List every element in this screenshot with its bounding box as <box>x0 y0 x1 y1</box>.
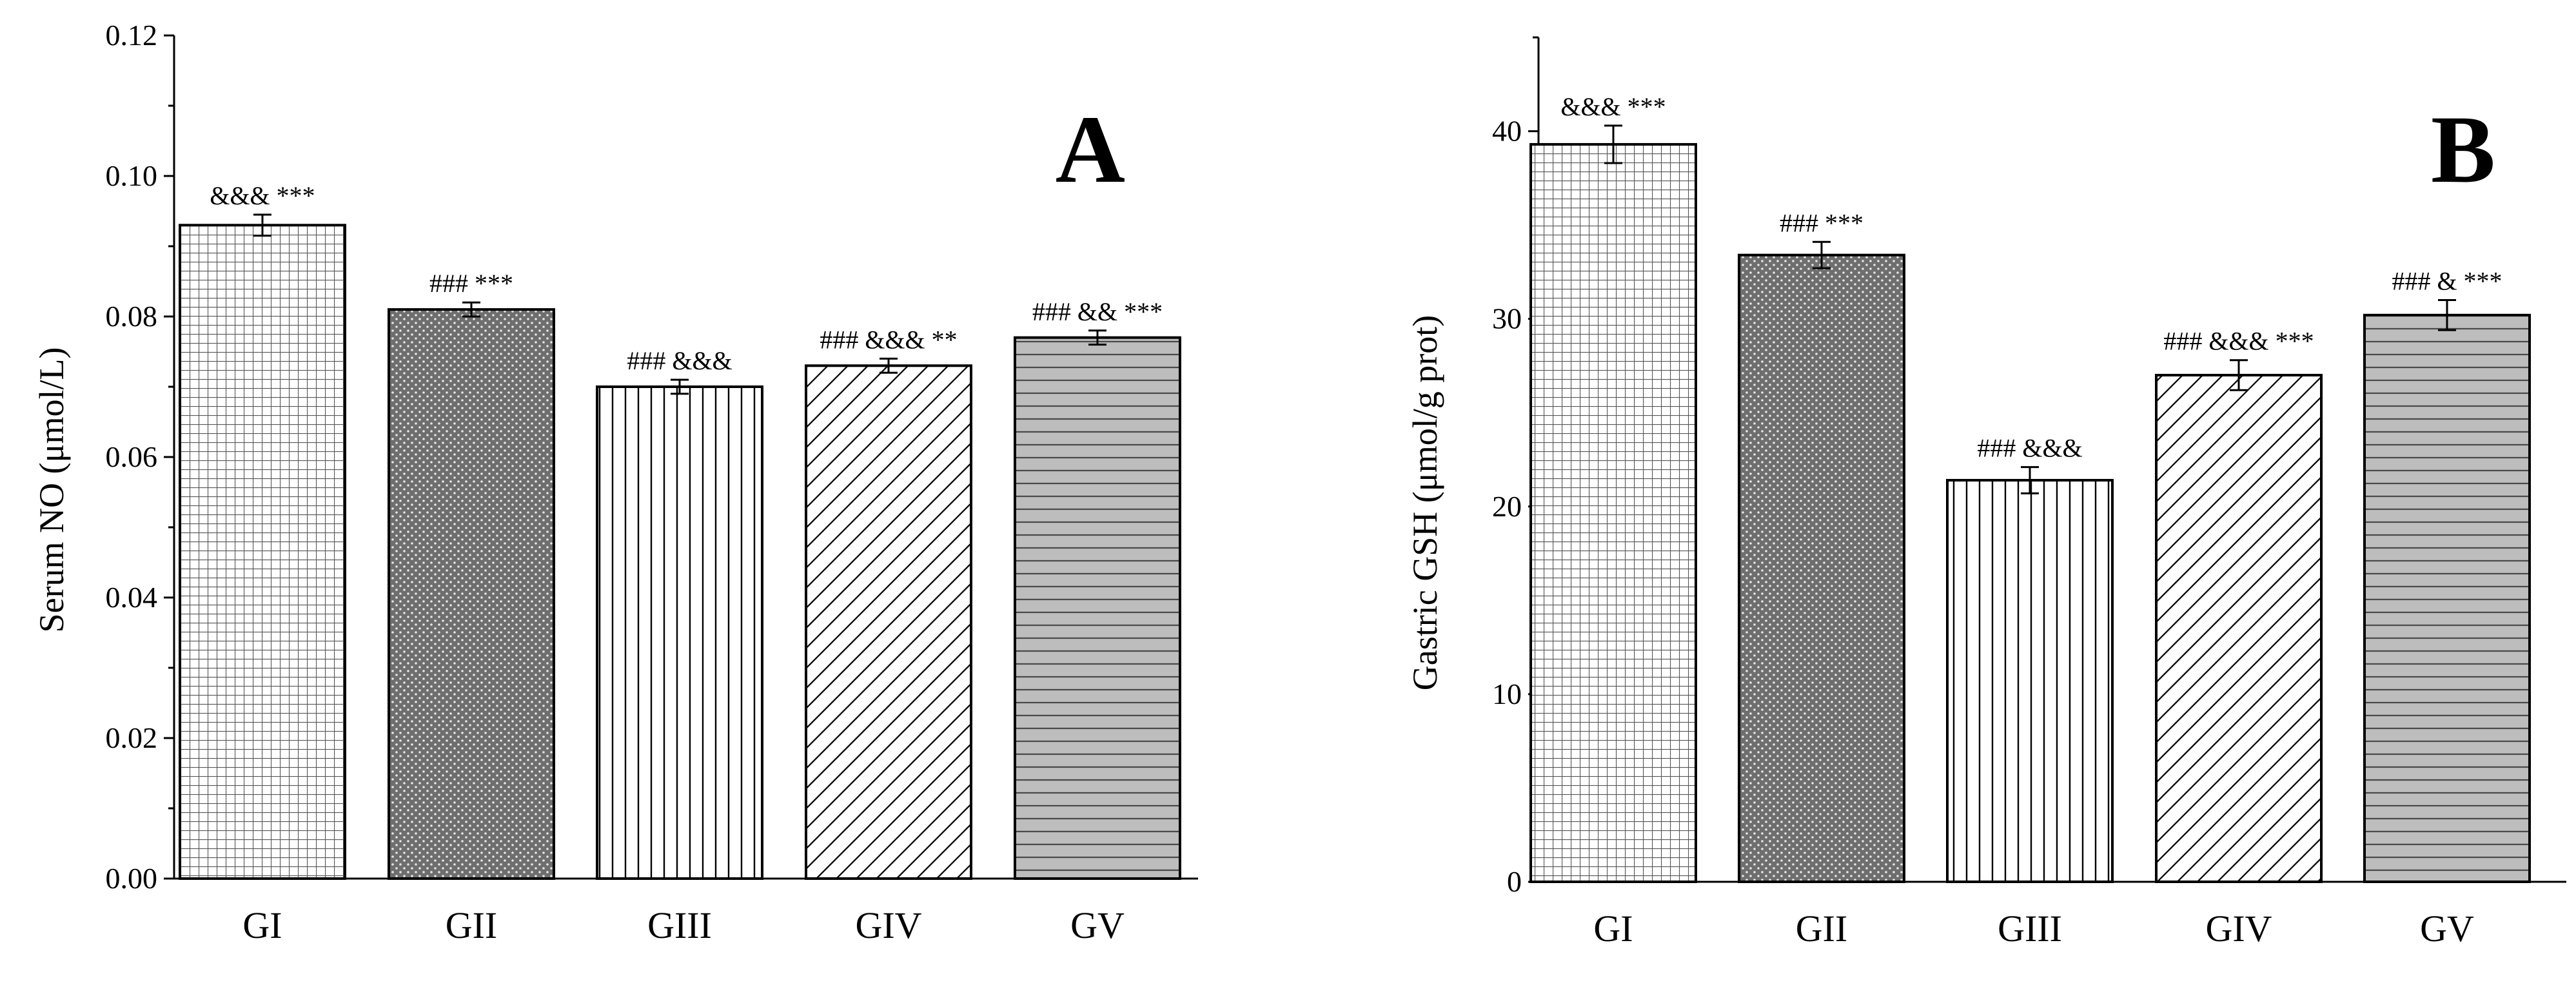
bar-gv <box>1014 336 1181 880</box>
panel-b-y-tick-label: 0 <box>1507 865 1522 898</box>
panel-a-letter: A <box>1056 96 1125 203</box>
panel-a-y-tick-label: 0.02 <box>106 721 158 754</box>
bar-gv <box>2363 313 2531 884</box>
bar-giii <box>1946 479 2114 883</box>
chart-panel-a: A Serum NO (μmol/L) 0.00 0.02 0.04 0.06 0.08… <box>32 19 1198 946</box>
panel-b-y-tick-label: 30 <box>1492 302 1522 335</box>
x-tick-label: GIV <box>855 904 921 946</box>
bar-giv <box>805 364 972 880</box>
bar-gi <box>1529 142 1697 883</box>
significance-annotation: ### &&& <box>1977 434 2082 463</box>
x-tick-label: GV <box>2420 908 2474 949</box>
significance-annotation: ### *** <box>1780 208 1863 237</box>
panel-a-y-tick-label: 0.00 <box>106 862 158 895</box>
bar-giv <box>2155 374 2323 883</box>
bar-gii <box>388 308 555 881</box>
x-tick-label: GII <box>446 904 498 946</box>
x-tick-label: GIII <box>647 904 712 946</box>
x-tick-label: GIII <box>1998 908 2062 949</box>
panel-b-y-tick-label: 40 <box>1492 115 1522 148</box>
significance-annotation: ### *** <box>429 269 513 298</box>
panel-a-y-tick-label: 0.10 <box>106 159 158 192</box>
panel-a-y-tick-label: 0.08 <box>106 300 158 333</box>
panel-a-y-tick-label: 0.06 <box>106 440 158 473</box>
panel-a-y-tick-label: 0.12 <box>106 19 158 52</box>
bar-giii <box>596 385 763 880</box>
panel-b-letter: B <box>2431 96 2495 203</box>
bar-gii <box>1738 253 1905 883</box>
bar-gi <box>179 224 346 880</box>
x-tick-label: GI <box>242 904 282 946</box>
significance-annotation: ### & *** <box>2392 267 2502 296</box>
panel-b-y-tick-label: 20 <box>1492 490 1522 523</box>
x-tick-label: GIV <box>2205 908 2272 949</box>
panel-a-y-tick-label: 0.04 <box>106 581 158 614</box>
panel-b-y-tick-label: 10 <box>1492 677 1522 710</box>
significance-annotation: ### &&& *** <box>2163 327 2314 356</box>
panel-a-y-axis-title: Serum NO (μmol/L) <box>32 347 71 633</box>
significance-annotation: ### &&& <box>627 346 732 375</box>
x-tick-label: GII <box>1796 908 1848 949</box>
panel-b-y-axis-title: Gastric GSH (μmol/g prot) <box>1406 315 1444 690</box>
x-tick-label: GV <box>1070 904 1125 946</box>
significance-annotation: ### && *** <box>1032 297 1163 326</box>
significance-annotation: &&& *** <box>1560 92 1666 121</box>
significance-annotation: ### &&& ** <box>820 325 957 354</box>
chart-panel-b: B Gastric GSH (μmol/g prot) 0 10 20 30 40 &&&… <box>1406 36 2566 949</box>
x-tick-label: GI <box>1593 908 1633 949</box>
significance-annotation: &&& *** <box>210 181 315 210</box>
